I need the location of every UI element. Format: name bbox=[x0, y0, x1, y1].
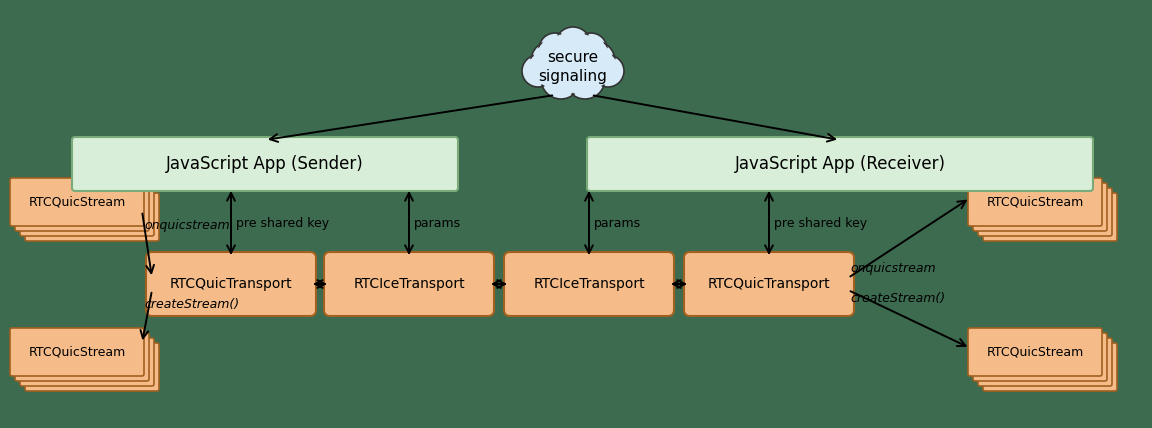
FancyBboxPatch shape bbox=[973, 333, 1107, 381]
Circle shape bbox=[577, 43, 613, 79]
FancyBboxPatch shape bbox=[978, 188, 1112, 236]
Circle shape bbox=[567, 61, 602, 97]
FancyBboxPatch shape bbox=[15, 333, 149, 381]
Text: params: params bbox=[414, 217, 461, 229]
FancyBboxPatch shape bbox=[25, 343, 159, 391]
Circle shape bbox=[522, 55, 554, 87]
Text: RTCIceTransport: RTCIceTransport bbox=[533, 277, 645, 291]
FancyBboxPatch shape bbox=[983, 193, 1117, 241]
FancyBboxPatch shape bbox=[324, 252, 494, 316]
FancyBboxPatch shape bbox=[978, 338, 1112, 386]
FancyBboxPatch shape bbox=[25, 193, 159, 241]
Circle shape bbox=[555, 27, 591, 63]
Text: JavaScript App (Receiver): JavaScript App (Receiver) bbox=[735, 155, 946, 173]
Circle shape bbox=[543, 61, 579, 97]
FancyBboxPatch shape bbox=[973, 183, 1107, 231]
Circle shape bbox=[558, 29, 589, 61]
Text: RTCQuicStream: RTCQuicStream bbox=[986, 345, 1084, 359]
Text: RTCIceTransport: RTCIceTransport bbox=[354, 277, 464, 291]
Circle shape bbox=[533, 43, 569, 79]
Text: pre shared key: pre shared key bbox=[774, 217, 867, 229]
Circle shape bbox=[541, 35, 569, 63]
Circle shape bbox=[594, 57, 622, 85]
Text: params: params bbox=[594, 217, 642, 229]
FancyBboxPatch shape bbox=[983, 343, 1117, 391]
Text: RTCQuicTransport: RTCQuicTransport bbox=[707, 277, 831, 291]
FancyBboxPatch shape bbox=[968, 328, 1102, 376]
Text: RTCQuicTransport: RTCQuicTransport bbox=[169, 277, 293, 291]
Circle shape bbox=[550, 43, 597, 91]
Text: RTCQuicStream: RTCQuicStream bbox=[29, 196, 126, 208]
Circle shape bbox=[577, 35, 605, 63]
FancyBboxPatch shape bbox=[15, 183, 149, 231]
Text: createStream(): createStream() bbox=[144, 298, 240, 311]
FancyBboxPatch shape bbox=[684, 252, 854, 316]
Text: JavaScript App (Sender): JavaScript App (Sender) bbox=[166, 155, 364, 173]
Text: RTCQuicStream: RTCQuicStream bbox=[29, 345, 126, 359]
Circle shape bbox=[524, 57, 552, 85]
FancyBboxPatch shape bbox=[10, 328, 144, 376]
Text: onquicstream: onquicstream bbox=[144, 219, 229, 232]
Text: secure
signaling: secure signaling bbox=[539, 50, 607, 84]
FancyBboxPatch shape bbox=[20, 188, 154, 236]
Circle shape bbox=[592, 55, 624, 87]
Circle shape bbox=[547, 41, 599, 93]
FancyBboxPatch shape bbox=[10, 178, 144, 226]
Circle shape bbox=[575, 41, 615, 81]
FancyBboxPatch shape bbox=[71, 137, 458, 191]
Text: onquicstream: onquicstream bbox=[850, 262, 935, 275]
FancyBboxPatch shape bbox=[968, 178, 1102, 226]
FancyBboxPatch shape bbox=[505, 252, 674, 316]
Circle shape bbox=[541, 59, 581, 99]
Circle shape bbox=[564, 59, 605, 99]
Circle shape bbox=[575, 33, 607, 65]
Text: pre shared key: pre shared key bbox=[236, 217, 329, 229]
FancyBboxPatch shape bbox=[588, 137, 1093, 191]
Text: createStream(): createStream() bbox=[850, 292, 945, 305]
FancyBboxPatch shape bbox=[20, 338, 154, 386]
FancyBboxPatch shape bbox=[146, 252, 316, 316]
Text: RTCQuicStream: RTCQuicStream bbox=[986, 196, 1084, 208]
Circle shape bbox=[539, 33, 571, 65]
Circle shape bbox=[531, 41, 571, 81]
